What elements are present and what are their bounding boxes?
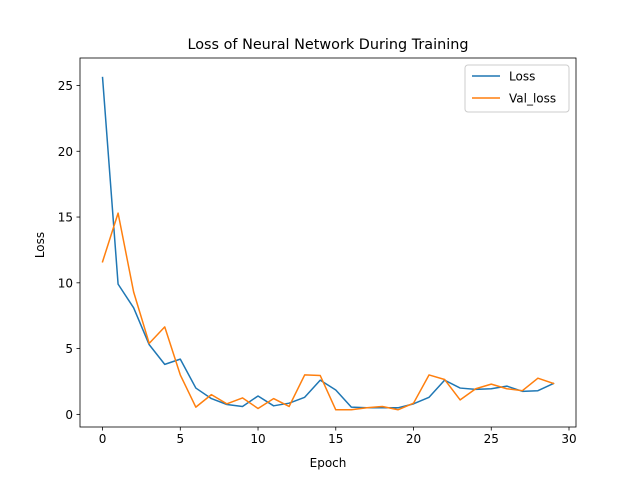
legend-label-val-loss: Val_loss <box>509 92 556 106</box>
y-tick-label: 5 <box>65 342 73 356</box>
y-tick-label: 20 <box>58 145 73 159</box>
x-tick-label: 15 <box>328 432 343 446</box>
y-tick-label: 25 <box>58 79 73 93</box>
y-tick-label: 0 <box>65 408 73 422</box>
plot-area: 0 5 10 15 20 25 30 0 5 10 15 20 25 <box>58 57 577 446</box>
x-axis-label: Epoch <box>310 456 347 470</box>
x-tick-label: 10 <box>250 432 265 446</box>
legend-label-loss: Loss <box>509 70 535 84</box>
x-tick-label: 20 <box>406 432 421 446</box>
y-tick-label: 10 <box>58 276 73 290</box>
chart-title: Loss of Neural Network During Training <box>187 37 468 53</box>
series-line-loss <box>101 76 555 409</box>
x-tick-label: 5 <box>176 432 184 446</box>
y-axis-label: Loss <box>33 232 47 258</box>
y-tick-label: 15 <box>58 211 73 225</box>
x-tick-label: 25 <box>484 432 499 446</box>
x-tick-label: 0 <box>99 432 107 446</box>
series-line-val-loss <box>101 212 555 411</box>
axes-frame <box>79 57 577 428</box>
legend: Loss Val_loss <box>464 64 570 113</box>
x-tick-label: 30 <box>561 432 576 446</box>
